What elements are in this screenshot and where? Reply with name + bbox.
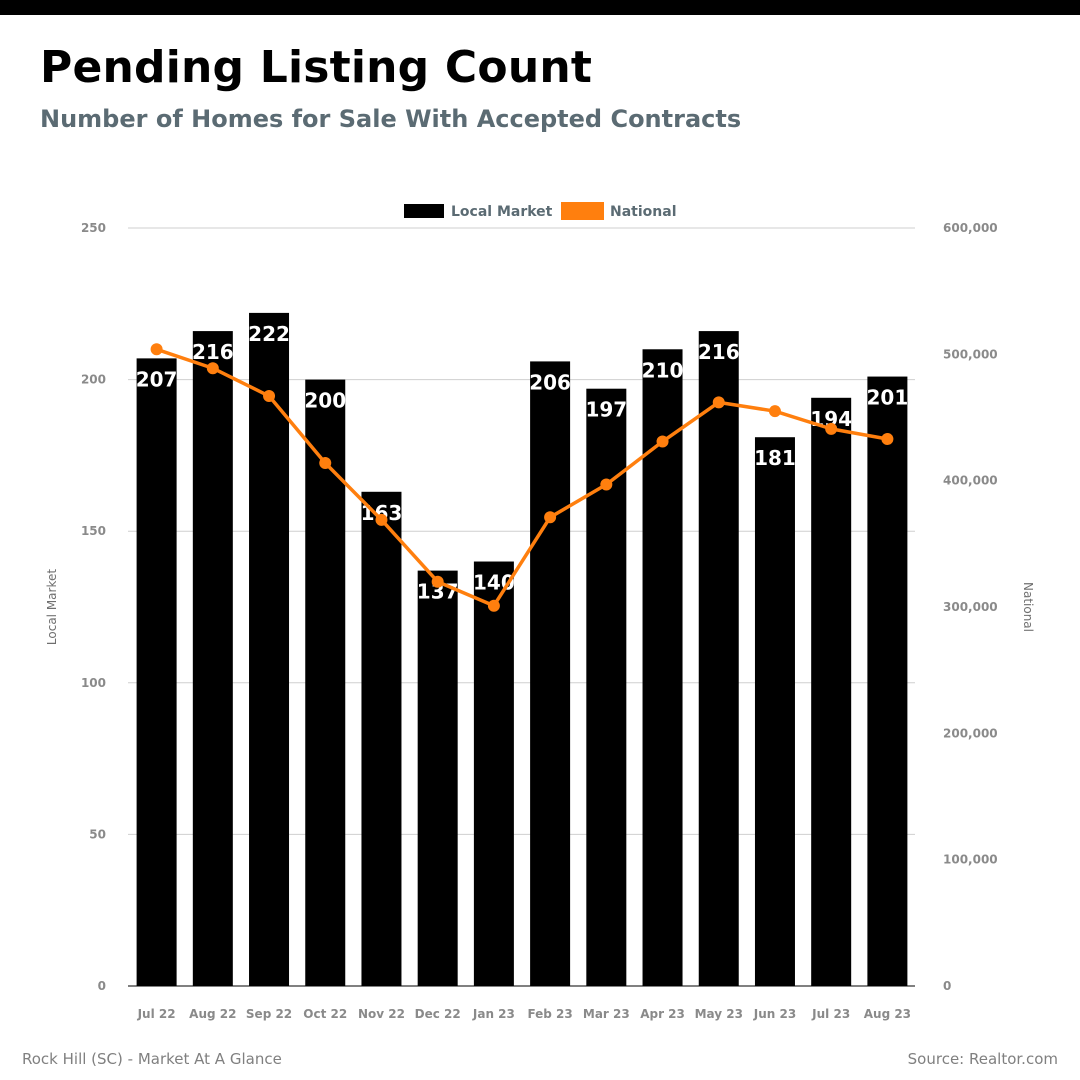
x-tick-label: Sep 22 bbox=[246, 1007, 292, 1021]
bar bbox=[698, 331, 739, 986]
bar-data-label: 210 bbox=[642, 358, 684, 382]
bar bbox=[867, 376, 908, 986]
national-point bbox=[206, 362, 219, 375]
y-tick-label-left: 250 bbox=[81, 221, 106, 235]
footer-market-name: Rock Hill (SC) - Market At A Glance bbox=[22, 1050, 282, 1068]
bar bbox=[361, 491, 402, 986]
bar-data-label: 200 bbox=[304, 389, 346, 413]
bar bbox=[586, 388, 627, 986]
x-tick-label: Jun 23 bbox=[753, 1007, 796, 1021]
page-title: Pending Listing Count bbox=[40, 42, 593, 93]
national-point bbox=[319, 456, 332, 469]
bar bbox=[249, 312, 290, 986]
x-tick-label: Dec 22 bbox=[415, 1007, 461, 1021]
y-tick-label-left: 50 bbox=[89, 827, 106, 841]
y-tick-label-left: 150 bbox=[81, 524, 106, 538]
y-tick-label-right: 0 bbox=[943, 979, 951, 993]
y-tick-label-right: 200,000 bbox=[943, 726, 998, 740]
x-tick-label: Feb 23 bbox=[527, 1007, 572, 1021]
combo-chart: 0 50 100 150 200 250 0 100,000 200,000 300,000 400… bbox=[45, 202, 1035, 1021]
y-tick-label-right: 100,000 bbox=[943, 853, 998, 867]
x-tick-label: Jul 23 bbox=[811, 1007, 850, 1021]
y-tick-label-left: 200 bbox=[81, 373, 106, 387]
x-tick-label: Oct 22 bbox=[303, 1007, 347, 1021]
x-tick-label: Aug 22 bbox=[189, 1007, 236, 1021]
footer-source: Source: Realtor.com bbox=[907, 1050, 1058, 1068]
page-subtitle: Number of Homes for Sale With Accepted C… bbox=[40, 105, 742, 133]
bar bbox=[754, 437, 795, 986]
national-point bbox=[656, 435, 669, 448]
x-tick-label: Jan 23 bbox=[472, 1007, 515, 1021]
bar-data-label: 181 bbox=[754, 446, 796, 470]
national-point bbox=[712, 396, 725, 409]
national-point bbox=[487, 599, 500, 612]
legend-label-local-market: Local Market bbox=[451, 204, 553, 220]
y-tick-label-left: 0 bbox=[98, 979, 106, 993]
national-point bbox=[881, 432, 894, 445]
y-tick-label-right: 400,000 bbox=[943, 474, 998, 488]
legend-label-national: National bbox=[610, 204, 677, 220]
national-point bbox=[150, 343, 163, 356]
x-tick-label: Nov 22 bbox=[358, 1007, 405, 1021]
national-point bbox=[600, 478, 613, 491]
national-point bbox=[431, 575, 444, 588]
x-tick-label: Apr 23 bbox=[640, 1007, 685, 1021]
bar-data-label: 216 bbox=[698, 340, 740, 364]
bar bbox=[811, 397, 852, 986]
x-tick-label: Mar 23 bbox=[583, 1007, 630, 1021]
bar bbox=[305, 379, 346, 987]
bar-data-label: 222 bbox=[248, 322, 290, 346]
national-line bbox=[156, 347, 888, 608]
y-tick-label-right: 500,000 bbox=[943, 347, 998, 361]
y-tick-label-right: 300,000 bbox=[943, 600, 998, 614]
bar bbox=[192, 331, 233, 986]
bar bbox=[417, 570, 458, 986]
bar-data-label: 206 bbox=[529, 370, 571, 394]
y-axis-title-left: Local Market bbox=[45, 569, 59, 645]
y-tick-label-left: 100 bbox=[81, 676, 106, 690]
bar bbox=[642, 349, 683, 986]
top-bar bbox=[0, 0, 1080, 15]
bar bbox=[473, 561, 514, 986]
legend-swatch-local-market bbox=[404, 204, 444, 218]
bar-data-label: 216 bbox=[192, 340, 234, 364]
bar-data-label: 197 bbox=[585, 398, 627, 422]
x-tick-label: Jul 22 bbox=[137, 1007, 176, 1021]
bar-data-label: 207 bbox=[136, 367, 178, 391]
y-tick-label-right: 600,000 bbox=[943, 221, 998, 235]
y-axis-title-right: National bbox=[1021, 582, 1035, 632]
bar-data-label: 201 bbox=[867, 386, 909, 410]
national-point bbox=[375, 513, 388, 526]
national-point bbox=[825, 422, 838, 435]
x-tick-label: Aug 23 bbox=[864, 1007, 911, 1021]
bar bbox=[136, 358, 177, 987]
x-tick-label: May 23 bbox=[695, 1007, 743, 1021]
legend-swatch-national bbox=[561, 202, 604, 220]
national-point bbox=[768, 405, 781, 418]
national-point bbox=[544, 511, 557, 524]
bar bbox=[530, 361, 571, 987]
national-point bbox=[263, 390, 276, 403]
